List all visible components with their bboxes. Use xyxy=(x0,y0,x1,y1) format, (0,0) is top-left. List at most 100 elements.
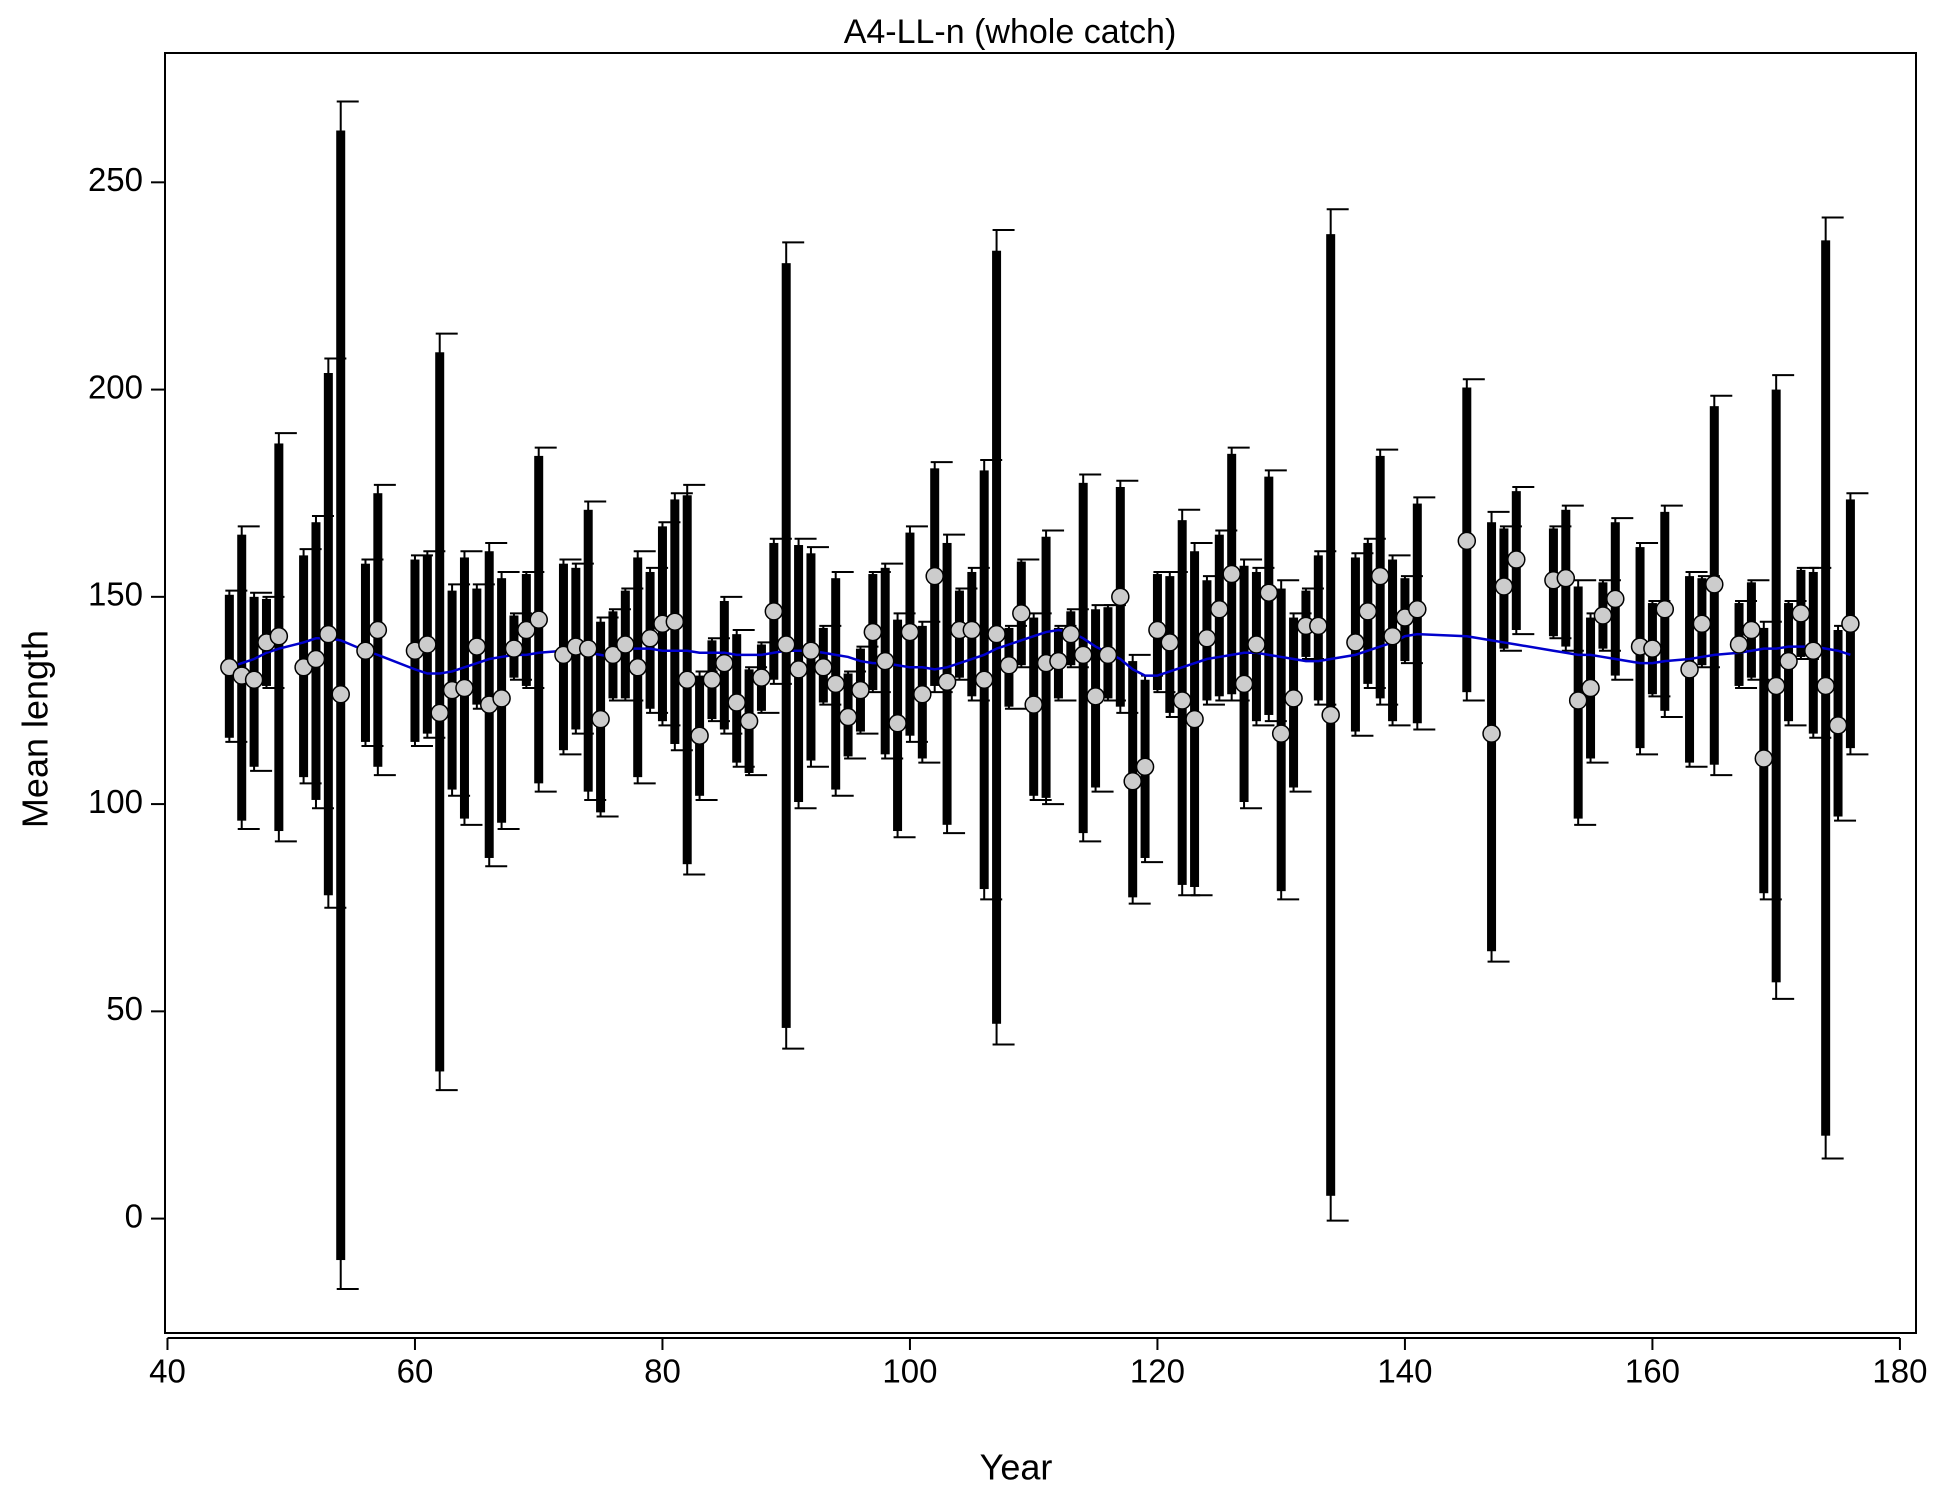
point xyxy=(1073,645,1093,665)
point xyxy=(727,693,746,712)
point xyxy=(1729,635,1749,654)
point xyxy=(1172,691,1192,710)
point xyxy=(1160,633,1180,652)
point xyxy=(838,707,858,727)
points xyxy=(220,531,1860,791)
point xyxy=(665,612,685,631)
point xyxy=(1457,531,1477,551)
point xyxy=(987,624,1006,644)
x-tick-label: 100 xyxy=(882,1353,937,1390)
point xyxy=(913,684,932,704)
point xyxy=(1111,587,1130,607)
point xyxy=(319,624,338,644)
y-axis-label: Mean length xyxy=(15,630,56,828)
point xyxy=(690,726,709,745)
point xyxy=(1234,674,1254,694)
point xyxy=(356,641,375,660)
point xyxy=(1643,639,1662,658)
point xyxy=(640,629,660,648)
point xyxy=(1148,620,1167,640)
y-tick-label: 150 xyxy=(88,576,143,613)
point xyxy=(789,660,808,679)
point xyxy=(492,689,511,708)
error-bars xyxy=(224,100,1869,1291)
point xyxy=(578,639,598,658)
point xyxy=(1705,575,1724,594)
point xyxy=(1606,589,1625,609)
point xyxy=(1383,626,1402,646)
point xyxy=(925,566,944,586)
point xyxy=(752,668,771,687)
point xyxy=(1556,568,1576,588)
y-tick-label: 50 xyxy=(106,990,143,1027)
point xyxy=(306,649,326,669)
point xyxy=(1791,604,1811,623)
x-tick-label: 120 xyxy=(1130,1353,1185,1390)
point xyxy=(776,635,796,654)
point xyxy=(1098,645,1118,665)
point xyxy=(603,645,623,665)
x-tick-label: 40 xyxy=(149,1353,186,1390)
point xyxy=(1816,676,1835,696)
point xyxy=(814,658,833,677)
point xyxy=(1309,616,1328,636)
point xyxy=(875,651,895,671)
point xyxy=(1692,614,1712,634)
point xyxy=(628,658,647,677)
point xyxy=(1655,600,1675,619)
point xyxy=(1024,695,1043,714)
point xyxy=(504,639,524,658)
point xyxy=(1568,691,1588,710)
point xyxy=(244,670,264,689)
point xyxy=(764,602,784,621)
y-tick-label: 250 xyxy=(88,161,143,198)
point xyxy=(1049,651,1068,671)
point xyxy=(1210,600,1229,619)
x-tick-label: 60 xyxy=(397,1353,434,1390)
point xyxy=(616,635,635,654)
point xyxy=(1247,635,1266,654)
y-tick-label: 200 xyxy=(88,368,143,405)
point xyxy=(418,635,437,654)
point xyxy=(1828,716,1848,735)
point xyxy=(1494,577,1514,596)
point xyxy=(888,714,907,733)
y-tick-label: 100 xyxy=(88,783,143,820)
point xyxy=(591,709,610,729)
point xyxy=(467,637,487,656)
point xyxy=(1507,550,1526,569)
point xyxy=(517,620,536,640)
point xyxy=(851,680,870,700)
point xyxy=(455,678,474,698)
point xyxy=(331,684,350,704)
point xyxy=(715,653,734,673)
point xyxy=(1135,757,1155,777)
chart-title: A4-LL-n (whole catch) xyxy=(844,13,1177,51)
y-tick-label: 0 xyxy=(125,1197,143,1234)
point xyxy=(1321,705,1340,725)
point xyxy=(801,641,821,660)
point xyxy=(1185,709,1204,729)
x-tick-label: 160 xyxy=(1625,1353,1680,1390)
point xyxy=(1197,629,1217,648)
point xyxy=(677,670,697,689)
point xyxy=(863,622,883,642)
point xyxy=(1593,606,1613,625)
point xyxy=(1358,602,1378,621)
point xyxy=(826,674,845,694)
x-tick-label: 80 xyxy=(644,1353,681,1390)
point xyxy=(1284,689,1303,708)
point xyxy=(368,620,388,640)
point xyxy=(1680,660,1699,679)
point xyxy=(1370,566,1390,586)
point xyxy=(1742,620,1761,640)
x-axis-label: Year xyxy=(980,1447,1053,1488)
point xyxy=(1086,687,1105,706)
point xyxy=(1012,604,1031,623)
point xyxy=(1061,624,1081,644)
point xyxy=(974,670,994,689)
point xyxy=(962,620,982,640)
point xyxy=(739,711,759,731)
